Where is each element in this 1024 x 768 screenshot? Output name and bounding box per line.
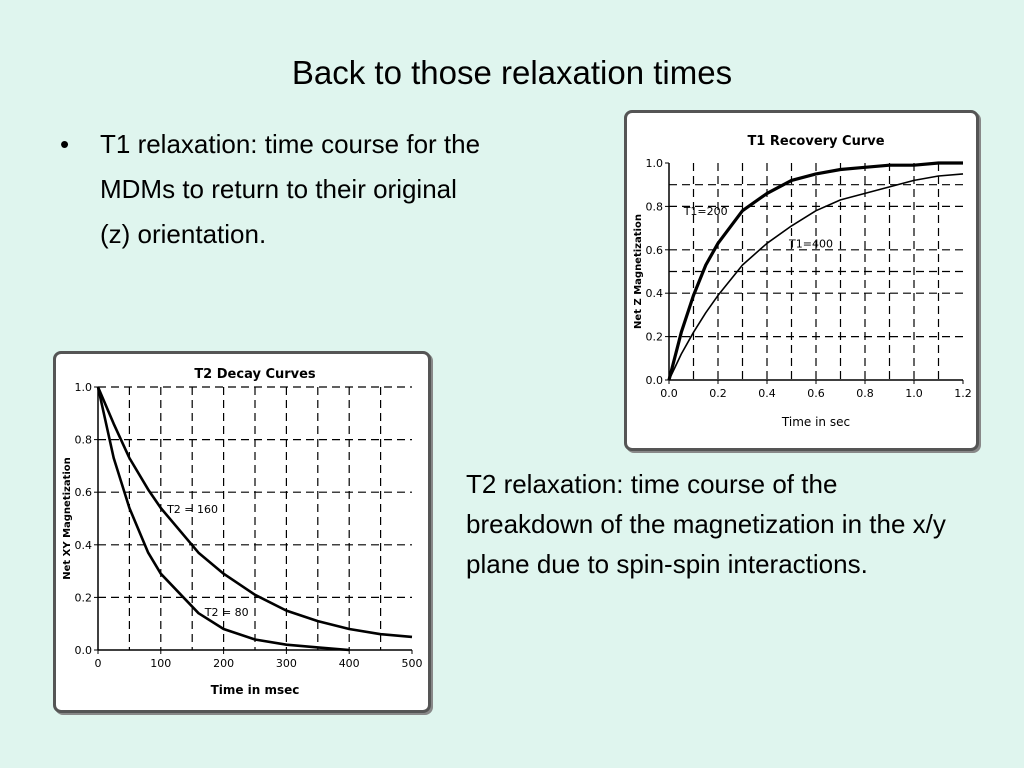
x-tick-label: 0.8 — [856, 387, 874, 400]
y-tick-label: 0.8 — [75, 434, 93, 447]
y-axis-label: Net Z Magnetization — [633, 214, 644, 329]
x-tick-label: 1.0 — [905, 387, 923, 400]
t2-chart-svg: T2 Decay Curves 0 100 200 300 400 500 0.0 0.2 0.4… — [62, 367, 423, 697]
x-tick-label: 0 — [95, 657, 102, 670]
y-tick-label: 0.4 — [646, 287, 664, 300]
curve-label: T2 = 160 — [166, 503, 218, 516]
curve-label: T1=200 — [683, 205, 728, 218]
x-tick-label: 0.0 — [660, 387, 678, 400]
slide-title: Back to those relaxation times — [291, 54, 733, 91]
x-tick-label: 400 — [339, 657, 360, 670]
y-axis-label: Net XY Magnetization — [62, 457, 73, 580]
t1-bullet-text: T1 relaxation: time course for the MDMs … — [100, 129, 481, 249]
t1-chart-svg: T1 Recovery Curve 0.0 0.2 0.4 0.6 0.8 1.0 1.2 0.… — [633, 134, 972, 429]
x-tick-label: 0.2 — [709, 387, 727, 400]
chart-title: T2 Decay Curves — [194, 367, 316, 382]
t2-decay-chart: T2 Decay Curves 0 100 200 300 400 500 0.0 0.2 0.4… — [53, 351, 431, 713]
curve-label: T2 = 80 — [204, 606, 249, 619]
y-tick-label: 0.2 — [75, 591, 93, 604]
x-axis-label: Time in msec — [211, 683, 300, 697]
chart-title: T1 Recovery Curve — [747, 134, 884, 149]
x-tick-label: 0.4 — [758, 387, 776, 400]
x-tick-label: 500 — [402, 657, 423, 670]
series-curve — [96, 386, 350, 652]
bullet-marker: • — [60, 129, 70, 159]
x-tick-label: 300 — [276, 657, 297, 670]
y-tick-label: 0.6 — [75, 486, 93, 499]
y-tick-label: 1.0 — [75, 381, 93, 394]
y-tick-label: 0.6 — [646, 244, 664, 257]
x-tick-label: 0.6 — [807, 387, 825, 400]
t1-recovery-chart: T1 Recovery Curve 0.0 0.2 0.4 0.6 0.8 1.0 1.2 0.… — [624, 110, 979, 451]
series-curve — [667, 161, 963, 381]
y-tick-label: 0.2 — [646, 331, 664, 344]
y-tick-label: 0.0 — [75, 644, 93, 657]
y-tick-label: 1.0 — [646, 157, 664, 170]
t2-description: T2 relaxation: time course of the breakd… — [466, 469, 946, 579]
series-curve — [668, 173, 964, 381]
x-tick-label: 200 — [213, 657, 234, 670]
curve-label: T1=400 — [788, 238, 833, 251]
t1-bullet: • T1 relaxation: time course for the MDM… — [60, 122, 605, 257]
x-tick-label: 100 — [150, 657, 171, 670]
x-tick-label: 1.2 — [954, 387, 972, 400]
y-tick-label: 0.0 — [646, 374, 664, 387]
x-axis-label: Time in sec — [781, 415, 850, 429]
series-curve — [96, 386, 413, 639]
y-tick-label: 0.8 — [646, 200, 664, 213]
y-tick-label: 0.4 — [75, 539, 93, 552]
